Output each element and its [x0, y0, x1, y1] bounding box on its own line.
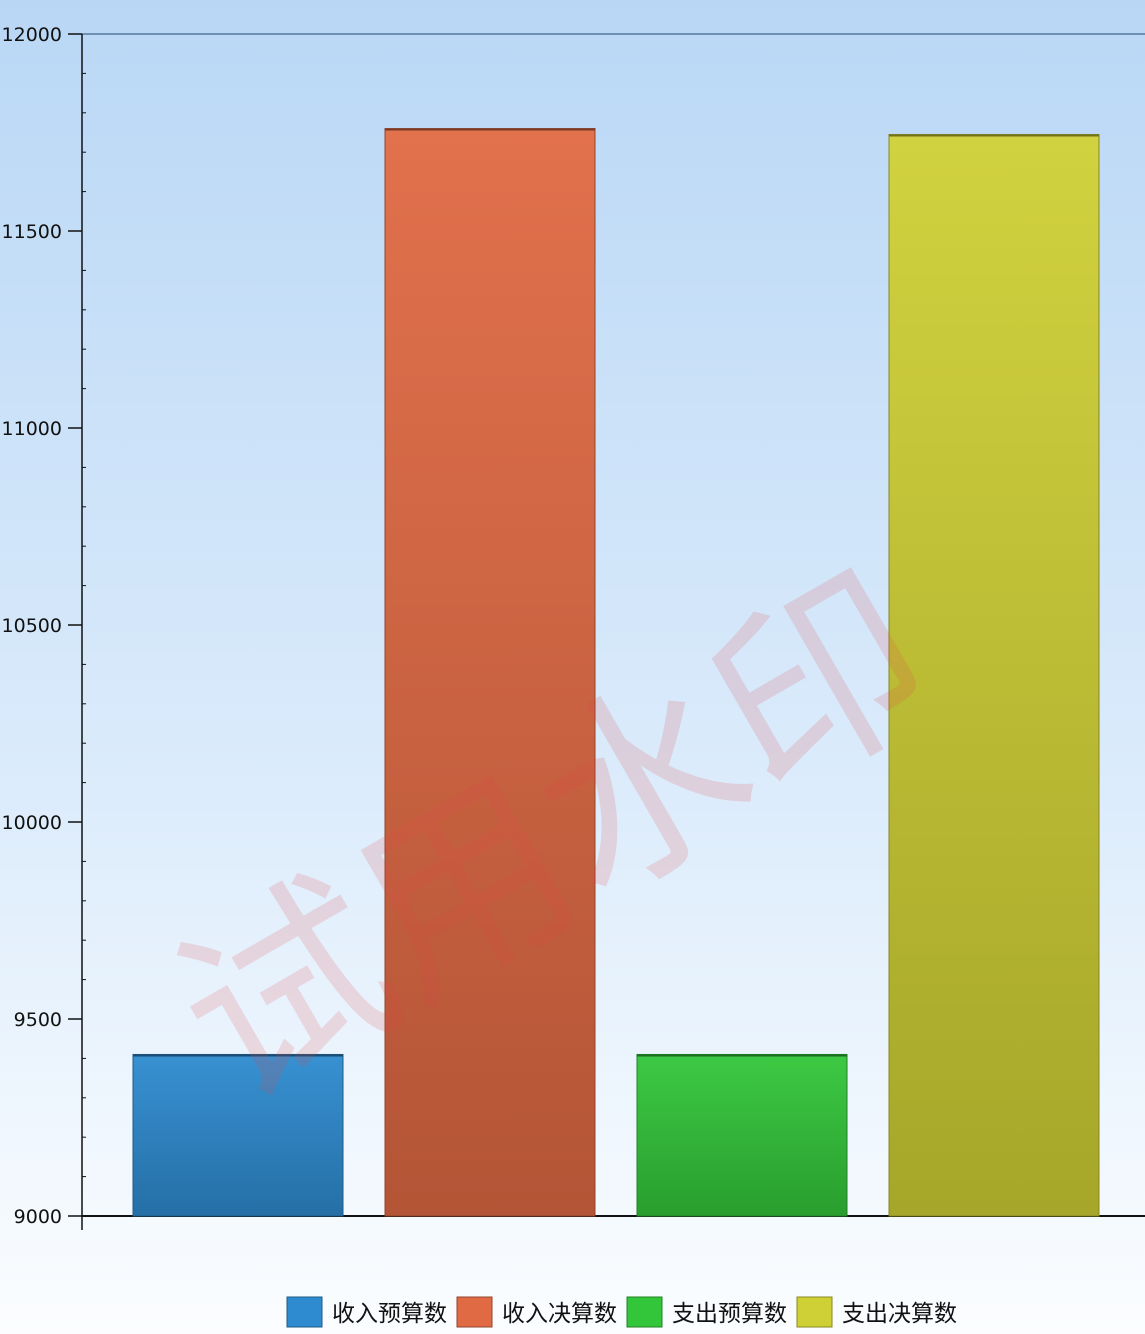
legend-swatch — [796, 1296, 833, 1328]
y-tick-label: 10500 — [2, 615, 62, 637]
legend-label: 支出决算数 — [842, 1301, 957, 1327]
legend-item: 收入预算数 — [286, 1296, 447, 1328]
y-tick-label: 11000 — [2, 418, 62, 440]
y-tick-label: 10000 — [2, 812, 62, 834]
legend-label: 收入决算数 — [502, 1301, 617, 1327]
legend: 收入预算数 收入决算数 支出预算数 支出决算数 — [286, 1296, 957, 1328]
axis-layer: 9000 9500 10000 10500 11000 11500 12000 — [2, 24, 1145, 1230]
legend-item: 收入决算数 — [456, 1296, 617, 1328]
bars-layer — [132, 128, 1100, 1217]
legend-item: 支出预算数 — [626, 1296, 787, 1328]
bar — [384, 128, 596, 1217]
legend-label: 支出预算数 — [672, 1301, 787, 1327]
y-tick-label: 12000 — [2, 24, 62, 46]
y-tick-label: 9500 — [14, 1009, 62, 1031]
legend-swatch — [286, 1296, 323, 1328]
bar — [888, 133, 1100, 1217]
legend-swatch — [456, 1296, 493, 1328]
y-tick-label: 9000 — [14, 1206, 62, 1228]
y-tick-label: 11500 — [2, 221, 62, 243]
legend-item: 支出决算数 — [796, 1296, 957, 1328]
legend-swatch — [626, 1296, 663, 1328]
bar — [132, 1053, 344, 1217]
legend-label: 收入预算数 — [332, 1301, 447, 1327]
bar — [636, 1053, 848, 1217]
